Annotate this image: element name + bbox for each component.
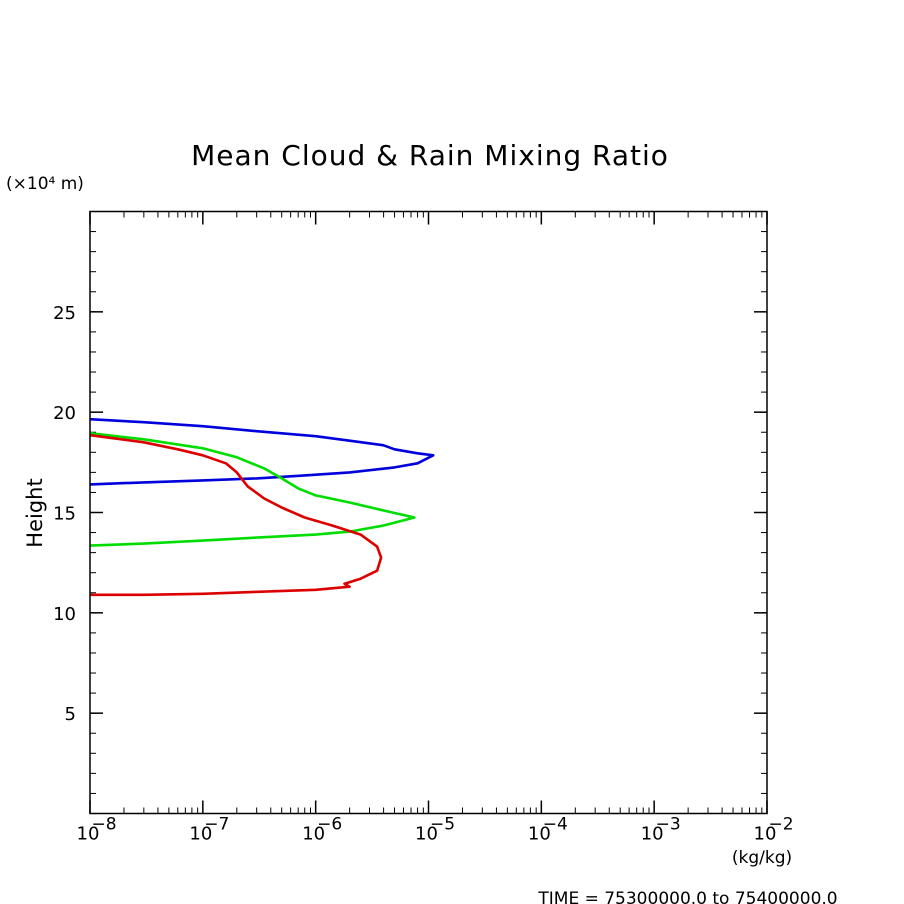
plot-frame (89, 210, 768, 815)
y-tick-label: 15 (53, 504, 76, 525)
y-tick-label: 20 (53, 403, 76, 424)
series-line-3 (89, 433, 383, 597)
x-tick-exponent: −7 (204, 815, 229, 835)
y-tick-label: 25 (53, 303, 76, 324)
x-tick-exponent: −6 (317, 815, 342, 835)
x-tick-label: 10 (77, 824, 100, 845)
x-tick-label: 10 (415, 824, 438, 845)
x-tick-exponent: −8 (91, 815, 116, 835)
y-tick-label: 5 (65, 704, 76, 725)
y-axis-scale-label: (×10⁴ m) (6, 174, 84, 194)
x-tick-exponent: −3 (656, 815, 681, 835)
chart-title: Mean Cloud & Rain Mixing Ratio (191, 139, 669, 172)
x-tick-label: 10 (189, 824, 212, 845)
series-lines (89, 417, 435, 597)
time-range-footer: TIME = 75300000.0 to 75400000.0 (537, 889, 837, 904)
x-tick-label: 10 (641, 824, 664, 845)
x-tick-label: 10 (302, 824, 325, 845)
x-tick-exponent: −5 (430, 815, 455, 835)
x-axis-unit-label: (kg/kg) (732, 848, 792, 868)
y-axis-label: Height (23, 478, 47, 547)
x-tick-exponent: −2 (768, 815, 793, 835)
x-tick-label: 10 (528, 824, 551, 845)
series-line-1 (89, 417, 435, 486)
y-tick-label: 10 (53, 604, 76, 625)
series-line-2 (89, 431, 416, 547)
x-tick-label: 10 (754, 824, 777, 845)
x-tick-exponent: −4 (543, 815, 568, 835)
